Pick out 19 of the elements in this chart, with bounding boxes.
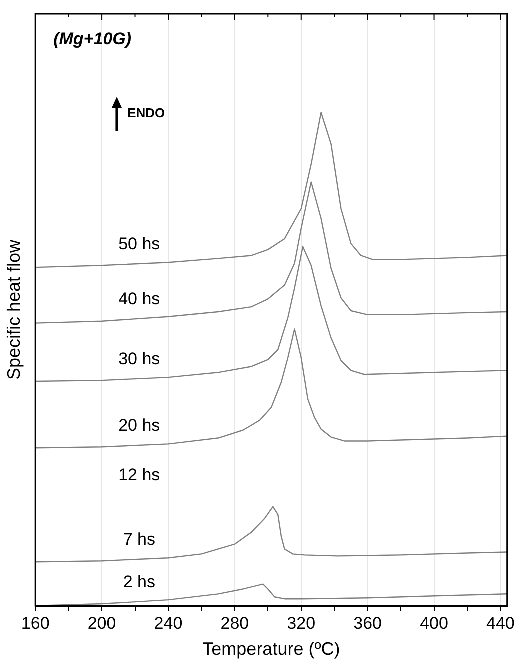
x-tick-label: 200 (88, 614, 116, 633)
series-label: 50 hs (118, 234, 160, 254)
series-label: 40 hs (118, 290, 160, 309)
x-tick-label: 240 (154, 614, 183, 633)
series-label: 30 hs (118, 350, 160, 369)
x-tick-label: 320 (287, 614, 316, 633)
series-label: 2 hs (123, 572, 156, 592)
x-tick-label: 280 (220, 614, 250, 633)
annotation: 12 hs (118, 465, 160, 484)
x-tick-label: 400 (420, 614, 448, 633)
text: (Mg+10G) (54, 30, 132, 49)
annotation: ENDO (128, 106, 166, 121)
series-label: 20 hs (118, 416, 160, 436)
x-tick-label: 360 (354, 614, 382, 633)
x-tick-label: 160 (21, 614, 50, 633)
x-axis-title: Temperature (ºC) (202, 639, 340, 660)
x-tick-label: 440 (486, 614, 515, 633)
y-axis-title: Specific heat flow (4, 238, 24, 380)
series-label: 7 hs (123, 530, 156, 550)
